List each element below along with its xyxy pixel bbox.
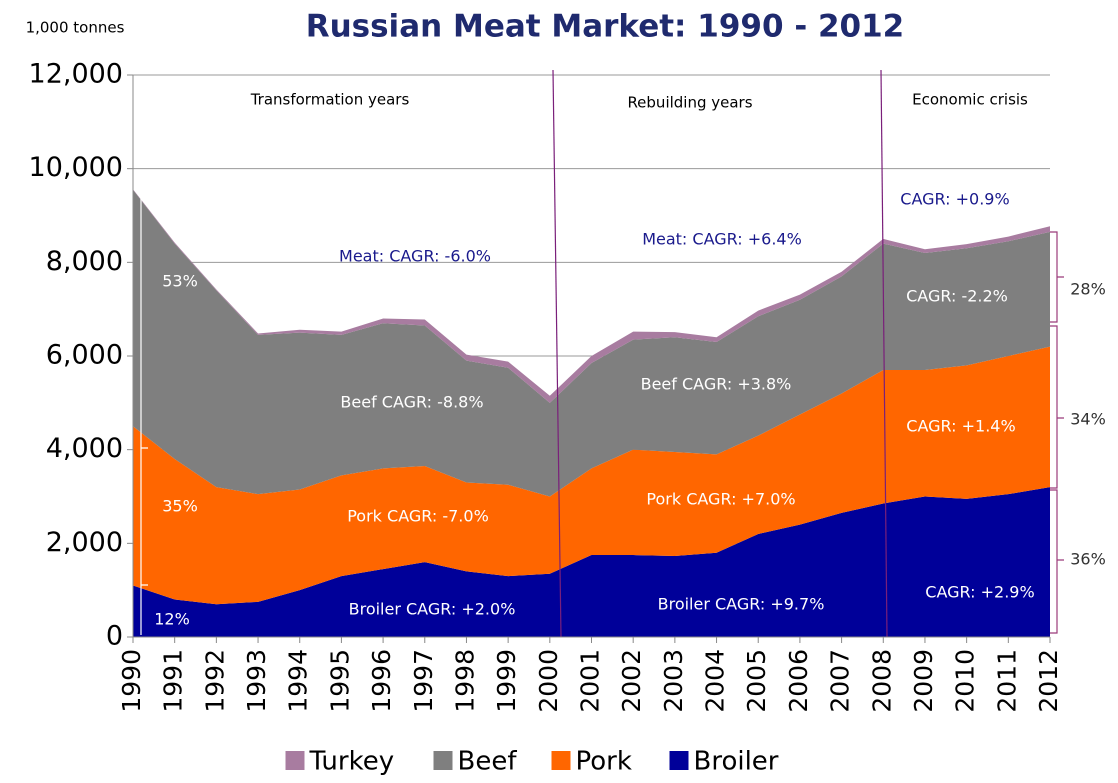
area (133, 189, 1050, 403)
annotation: Beef CAGR: -8.8% (340, 393, 483, 412)
x-tick-label: 1999 (492, 649, 521, 713)
legend-swatch (285, 751, 305, 770)
annotation: Economic crisis (912, 91, 1028, 109)
dividers (140, 69, 1064, 638)
annotation: 34% (1070, 410, 1106, 429)
annotation: Broiler CAGR: +9.7% (658, 595, 825, 614)
x-tick-label: 1993 (242, 649, 271, 713)
x-tick-label: 2009 (909, 649, 938, 713)
brace (140, 189, 148, 635)
x-tick-label: 1990 (117, 649, 146, 713)
annotation: 12% (154, 610, 190, 629)
annotation: Meat: CAGR: +6.4% (642, 230, 802, 249)
x-tick-label: 2002 (617, 649, 646, 713)
x-tick-label: 2012 (1034, 649, 1063, 713)
divider (552, 69, 562, 638)
annotation: Meat: CAGR: -6.0% (339, 247, 491, 266)
x-tick-label: 2005 (742, 649, 771, 713)
legend-swatch (551, 751, 571, 770)
brace (1050, 325, 1064, 489)
annotation: CAGR: -2.2% (906, 287, 1008, 306)
y-tick-label: 4,000 (46, 433, 123, 464)
x-tick-label: 2011 (992, 649, 1021, 713)
legend-label: Broiler (694, 747, 779, 777)
annotation: 53% (162, 272, 198, 291)
annotation: CAGR: +2.9% (925, 583, 1034, 602)
x-tick-label: 2007 (826, 649, 855, 713)
annotation: Transformation years (250, 91, 410, 109)
axes: 0 2,000 4,000 6,000 8,000 10,000 12,000 1990 199… (29, 59, 1063, 713)
unit-label: 1,000 tonnes (26, 19, 125, 37)
x-tick-label: 1998 (450, 649, 479, 713)
annotation: CAGR: +0.9% (900, 190, 1009, 209)
area (133, 346, 1050, 605)
x-tick-label: 1991 (159, 649, 188, 713)
legend-swatch (433, 751, 453, 770)
legend-label: Pork (576, 747, 632, 777)
areas (133, 189, 1050, 637)
annotation: Broiler CAGR: +2.0% (349, 600, 516, 619)
annotation: Beef CAGR: +3.8% (641, 375, 792, 394)
x-tick-label: 1994 (284, 649, 313, 713)
annotation: 35% (162, 497, 198, 516)
x-tick-label: 2010 (951, 649, 980, 713)
brace (1050, 231, 1064, 323)
annotations: Transformation years Rebuilding years Econ… (154, 91, 1106, 629)
y-tick-label: 6,000 (46, 340, 123, 371)
x-tick-label: 2003 (659, 649, 688, 713)
y-tick-label: 8,000 (46, 246, 123, 277)
annotation: 28% (1070, 280, 1106, 299)
legend-label: Beef (458, 747, 518, 777)
annotation: Pork CAGR: -7.0% (347, 507, 489, 526)
divider (880, 69, 888, 638)
area (133, 189, 1050, 497)
legend-swatch (669, 751, 689, 770)
y-tick-label: 10,000 (29, 152, 123, 183)
x-tick-label: 1995 (325, 649, 354, 713)
x-tick-label: 2008 (867, 649, 896, 713)
x-tick-label: 1992 (200, 649, 229, 713)
brace (1050, 489, 1064, 634)
x-tick-label: 2000 (534, 649, 563, 713)
x-tick-label: 1997 (409, 649, 438, 713)
annotation: Rebuilding years (627, 94, 752, 112)
y-tick-label: 0 (106, 621, 123, 652)
y-tick-label: 2,000 (46, 527, 123, 558)
legend-label: Turkey (309, 747, 395, 777)
x-tick-label: 2006 (784, 649, 813, 713)
annotation: CAGR: +1.4% (906, 417, 1015, 436)
annotation: 36% (1070, 550, 1106, 569)
area (133, 487, 1050, 637)
x-tick-label: 2004 (701, 649, 730, 713)
legend: Turkey Beef Pork Broiler (285, 747, 779, 777)
x-tick-label: 1996 (367, 649, 396, 713)
chart-title: Russian Meat Market: 1990 - 2012 (306, 9, 905, 45)
x-tick-label: 2001 (576, 649, 605, 713)
annotation: Pork CAGR: +7.0% (646, 490, 795, 509)
y-tick-label: 12,000 (29, 59, 123, 90)
